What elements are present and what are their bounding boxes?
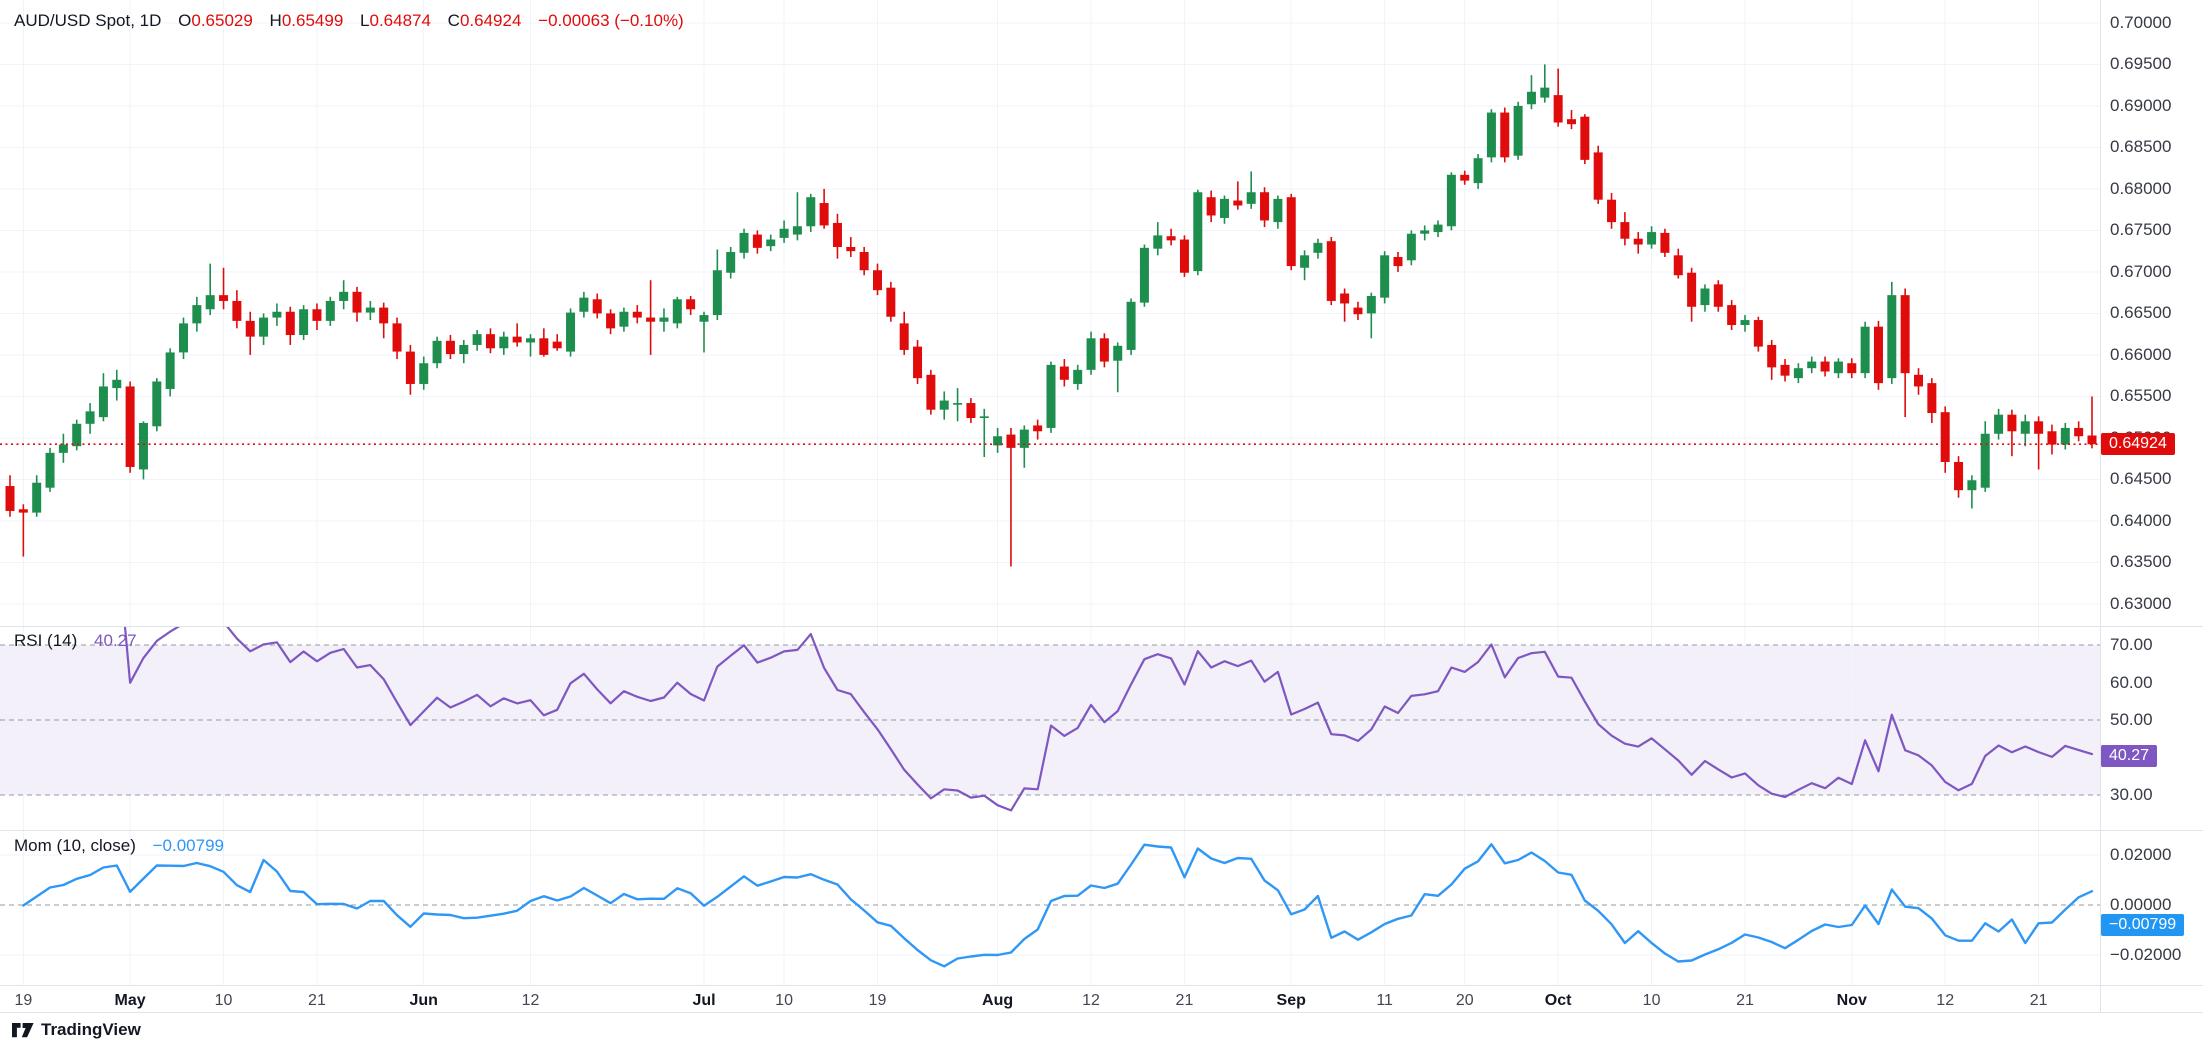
time-axis-label-day: 12 — [1936, 992, 1955, 1009]
time-axis-label-day: 19 — [14, 992, 33, 1009]
price-axis-label: 0.67000 — [2110, 261, 2172, 281]
price-axis-label: 0.69000 — [2110, 95, 2172, 115]
footer-separator — [0, 1012, 2203, 1013]
time-axis-label-day: 10 — [1642, 992, 1661, 1009]
time-axis-label-day: 12 — [521, 992, 540, 1009]
rsi-axis-label: 50.00 — [2110, 710, 2153, 729]
time-axis-label-month: Aug — [982, 992, 1014, 1009]
rsi-axis-label: 60.00 — [2110, 672, 2153, 692]
price-axis-label: 0.65500 — [2110, 386, 2172, 406]
time-axis-label-day: 10 — [214, 992, 233, 1009]
rsi-indicator-label[interactable]: RSI (14) — [14, 631, 78, 650]
time-axis-label-month: Nov — [1836, 992, 1867, 1009]
open-value: 0.65029 — [191, 11, 253, 30]
main-price-pane-canvas[interactable] — [0, 0, 2100, 626]
symbol-title[interactable]: AUD/USD Spot, 1D — [14, 11, 162, 30]
price-axis-label: 0.63500 — [2110, 552, 2172, 572]
time-axis-label-day: 19 — [868, 992, 887, 1009]
time-axis-label-day: 21 — [2029, 992, 2048, 1009]
momentum-grid — [0, 830, 2100, 985]
rsi-axis-label: 30.00 — [2110, 785, 2153, 804]
rsi-value-badge: 40.27 — [2101, 745, 2158, 768]
time-axis-label-month: May — [114, 992, 146, 1009]
price-axis-label: 0.67500 — [2110, 220, 2172, 240]
price-axis-label: 0.69500 — [2110, 54, 2172, 74]
low-label: L — [360, 11, 370, 30]
price-axis-label: 0.66500 — [2110, 303, 2172, 323]
time-axis-label-month: Oct — [1544, 992, 1572, 1009]
time-axis-label-day: 10 — [775, 992, 793, 1009]
rsi-axis-label: 70.00 — [2110, 635, 2153, 654]
time-axis-label-day: 21 — [308, 992, 326, 1009]
time-axis-label-month: Jul — [692, 992, 716, 1009]
time-axis-label-month: Jun — [409, 992, 438, 1009]
time-axis-label-day: 21 — [1175, 992, 1194, 1009]
low-value: 0.64874 — [369, 11, 431, 30]
momentum-axis-label: 0.02000 — [2110, 845, 2172, 864]
time-axis-label-month: Sep — [1276, 992, 1306, 1009]
main-grid — [0, 0, 2100, 626]
time-axis-label-day: 21 — [1736, 992, 1754, 1009]
tradingview-logo-icon — [12, 1022, 34, 1037]
price-axis-label: 0.66000 — [2110, 344, 2172, 364]
momentum-line — [22, 843, 2094, 968]
pane-separator-rsi[interactable] — [0, 626, 2203, 627]
time-axis-label-day: 12 — [1082, 992, 1100, 1009]
close-label: C — [447, 11, 460, 30]
momentum-value-badge: −0.00799 — [2101, 913, 2185, 936]
price-axis-border — [2100, 0, 2101, 1012]
price-axis-label: 0.68000 — [2110, 178, 2172, 198]
price-axis-label: 0.64000 — [2110, 510, 2172, 530]
rsi-indicator-value: 40.27 — [94, 631, 137, 650]
change-value: −0.00063 — [538, 11, 610, 30]
momentum-axis-label: −0.02000 — [2110, 945, 2182, 964]
momentum-pane-canvas[interactable] — [0, 830, 2100, 985]
time-axis-separator — [0, 985, 2203, 986]
current-price-badge: 0.64924 — [2101, 433, 2175, 456]
momentum-axis-label: 0.00000 — [2110, 895, 2172, 914]
rsi-pane-canvas[interactable] — [0, 626, 2100, 830]
price-axis-label: 0.63000 — [2110, 593, 2172, 613]
time-axis-label-day: 20 — [1455, 992, 1474, 1009]
high-value: 0.65499 — [281, 11, 344, 30]
candles-layer — [5, 64, 2097, 567]
price-axis-label: 0.70000 — [2110, 12, 2172, 32]
change-percent: (−0.10%) — [614, 11, 684, 30]
high-label: H — [269, 11, 282, 30]
pane-separator-momentum[interactable] — [0, 830, 2203, 831]
momentum-indicator-label[interactable]: Mom (10, close) — [14, 836, 136, 855]
price-axis-label: 0.64500 — [2110, 469, 2172, 489]
tradingview-logo-text: TradingView — [41, 1020, 141, 1039]
open-label: O — [178, 11, 192, 30]
tradingview-logo[interactable]: TradingView — [12, 1020, 141, 1040]
close-value: 0.64924 — [459, 11, 522, 30]
price-axis-label: 0.68500 — [2110, 137, 2172, 157]
time-axis-label-day: 11 — [1376, 992, 1393, 1009]
momentum-indicator-value: −0.00799 — [152, 836, 224, 855]
rsi-line — [123, 626, 2094, 812]
